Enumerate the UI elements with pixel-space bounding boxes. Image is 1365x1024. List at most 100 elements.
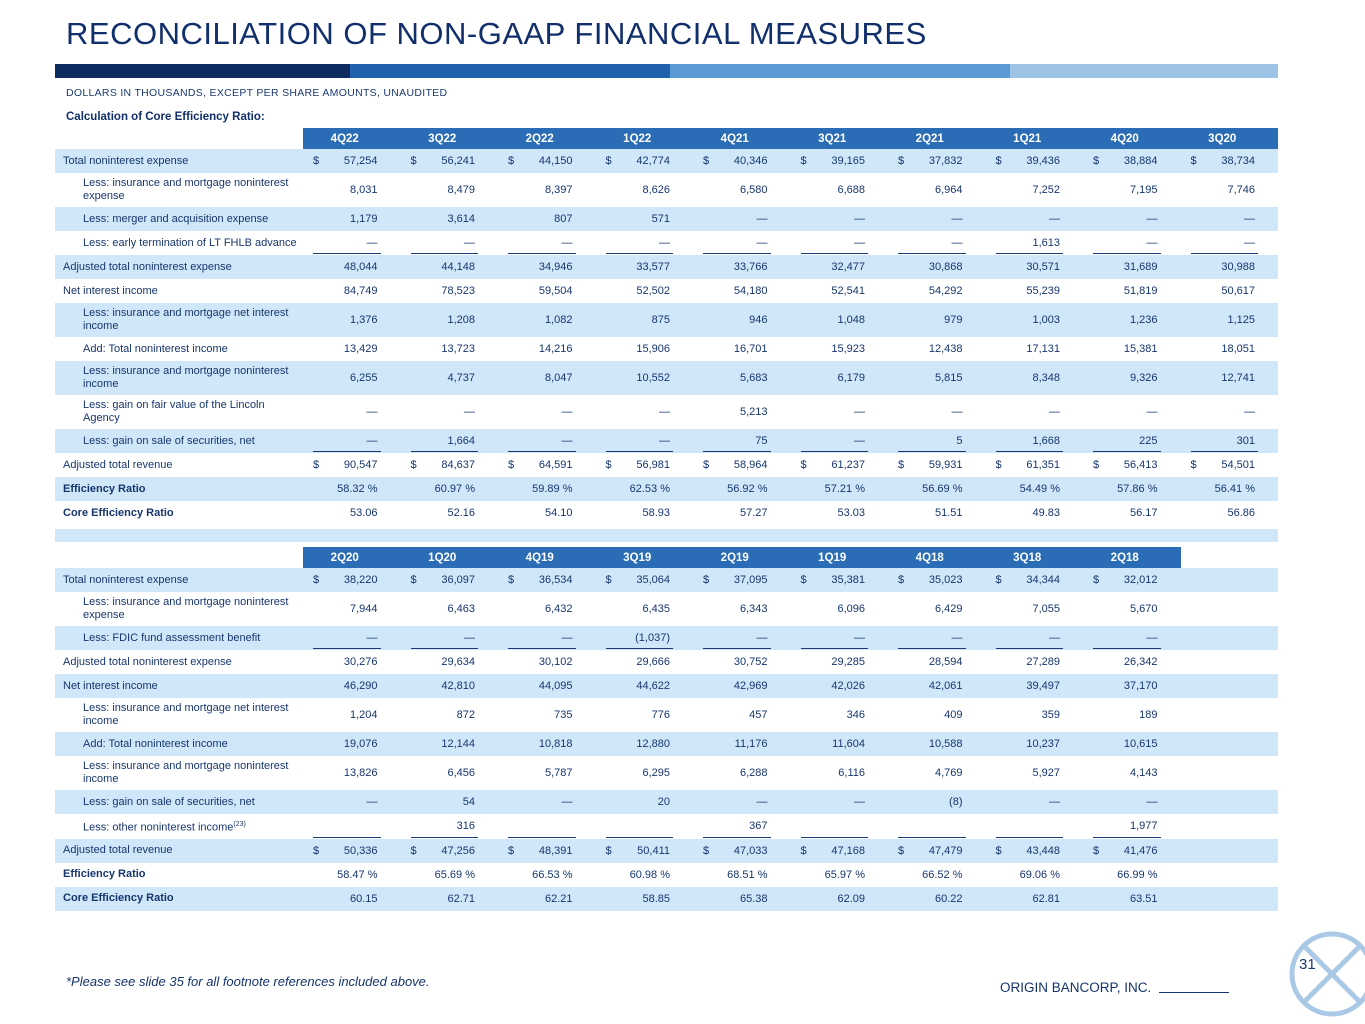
cell-value: 11,604 (832, 738, 865, 750)
cell (888, 814, 986, 839)
row-label-text: Adjusted total noninterest expense (63, 655, 232, 668)
cell: — (1181, 231, 1279, 255)
spacer-stripe (55, 529, 1278, 542)
column-header-empty (1181, 547, 1279, 568)
table-row: Efficiency Ratio 58.32 % 60.97 % 59.89 % 62.… (55, 477, 1278, 501)
cell-empty (1181, 592, 1279, 626)
cell-value: 735 (554, 709, 573, 721)
cell-value: 6,429 (934, 603, 963, 615)
cell-value: 57,254 (343, 155, 378, 167)
accent-bar (55, 64, 1278, 78)
cell: $38,734 (1181, 149, 1279, 173)
cell-value: 6,179 (837, 372, 865, 384)
cell-value: 7,252 (1032, 184, 1060, 196)
cell: 1,204 (303, 698, 401, 732)
cell-value: 37,170 (1123, 680, 1158, 692)
cell: 52,541 (791, 279, 889, 303)
cell-value: 60.98 % (629, 868, 670, 881)
cell-value: 1,179 (349, 213, 378, 225)
cell: 51,819 (1083, 279, 1181, 303)
column-header-spacer (55, 547, 303, 568)
cell-value: 29,634 (441, 656, 475, 668)
cell-value: — (756, 213, 768, 225)
cell: 872 (401, 698, 499, 732)
cell: 49.83 (986, 501, 1084, 525)
footnote: *Please see slide 35 for all footnote re… (66, 974, 430, 989)
cell: 4,143 (1083, 756, 1181, 790)
cell: 44,622 (596, 674, 694, 698)
row-label-text: Less: gain on fair value of the Lincoln … (83, 399, 265, 424)
cell: 7,055 (986, 592, 1084, 626)
cell-value: — (951, 213, 963, 225)
cell: (1,037) (596, 626, 694, 650)
dollar-sign: $ (995, 844, 1002, 857)
cell: 30,988 (1181, 255, 1279, 279)
cell-value: 7,746 (1227, 184, 1255, 196)
cell: 54.10 (498, 501, 596, 525)
cell-value: (1,037) (635, 632, 670, 644)
cell-value: 12,741 (1221, 372, 1255, 384)
cell: — (888, 395, 986, 429)
cell-value: 78,523 (441, 285, 475, 297)
cell-value: 12,438 (928, 343, 963, 355)
column-header: 1Q22 (595, 128, 693, 149)
cell: $37,832 (888, 149, 986, 173)
page-title: RECONCILIATION OF NON-GAAP FINANCIAL MEA… (66, 16, 927, 51)
cell: 65.38 (693, 887, 791, 911)
cell-value: 10,818 (538, 738, 573, 750)
cell: 6,463 (401, 592, 499, 626)
dollar-sign: $ (703, 155, 710, 167)
cell-value: 12,144 (441, 738, 475, 750)
row-label: Total noninterest expense (55, 149, 303, 173)
cell-value: 571 (651, 213, 670, 225)
cell: 52,502 (596, 279, 694, 303)
cell: 66.99 % (1083, 863, 1181, 887)
cell-value: 6,116 (838, 767, 865, 779)
dollar-sign: $ (313, 574, 320, 586)
cell: 46,290 (303, 674, 401, 698)
dollar-sign: $ (1190, 155, 1197, 167)
cell-value: — (1146, 237, 1158, 249)
cell: $61,351 (986, 453, 1084, 477)
cell-value: 32,012 (1123, 574, 1158, 586)
column-header: 3Q21 (790, 128, 888, 149)
cell (498, 814, 596, 839)
cell-value: — (366, 435, 378, 447)
subtitle: DOLLARS IN THOUSANDS, EXCEPT PER SHARE A… (66, 87, 448, 99)
cell: 8,479 (401, 173, 499, 207)
cell-value: — (1049, 213, 1060, 225)
cell: 979 (888, 303, 986, 337)
dollar-sign: $ (898, 574, 905, 586)
cell-value: 5,670 (1129, 603, 1158, 615)
row-label: Efficiency Ratio (55, 863, 303, 887)
cell: — (1083, 395, 1181, 429)
column-header: 1Q21 (985, 128, 1083, 149)
table-row: Less: insurance and mortgage noninterest… (55, 756, 1278, 790)
cell-value: 52,541 (831, 285, 865, 297)
cell-value: 8,348 (1032, 372, 1060, 384)
row-label: Less: gain on sale of securities, net (55, 429, 303, 453)
cell: 62.71 (401, 887, 499, 911)
cell-value: 6,295 (642, 767, 670, 779)
cell: 56.86 (1181, 501, 1279, 525)
cell-value: 58.47 % (337, 868, 378, 881)
cell-value: 36,534 (538, 574, 573, 586)
cell: 66.53 % (498, 863, 596, 887)
cell-value: 59.89 % (532, 483, 573, 495)
cell: 62.09 (791, 887, 889, 911)
table-row: Net interest income 46,290 42,810 44,095 44,… (55, 674, 1278, 698)
cell-value: 41,476 (1123, 844, 1158, 857)
cell: 3,614 (401, 207, 499, 231)
cell-value: 56.86 (1227, 507, 1255, 519)
row-label-text: Net interest income (63, 284, 158, 297)
cell-value: 59,931 (928, 459, 963, 471)
cell: 735 (498, 698, 596, 732)
cell-value: 9,326 (1129, 372, 1158, 384)
cell: 1,376 (303, 303, 401, 337)
column-header: 4Q18 (888, 547, 986, 568)
cell: — (791, 231, 889, 255)
cell-value: 57.21 % (824, 483, 865, 495)
row-label-text: Add: Total noninterest income (83, 737, 228, 750)
row-label: Adjusted total revenue (55, 453, 303, 477)
